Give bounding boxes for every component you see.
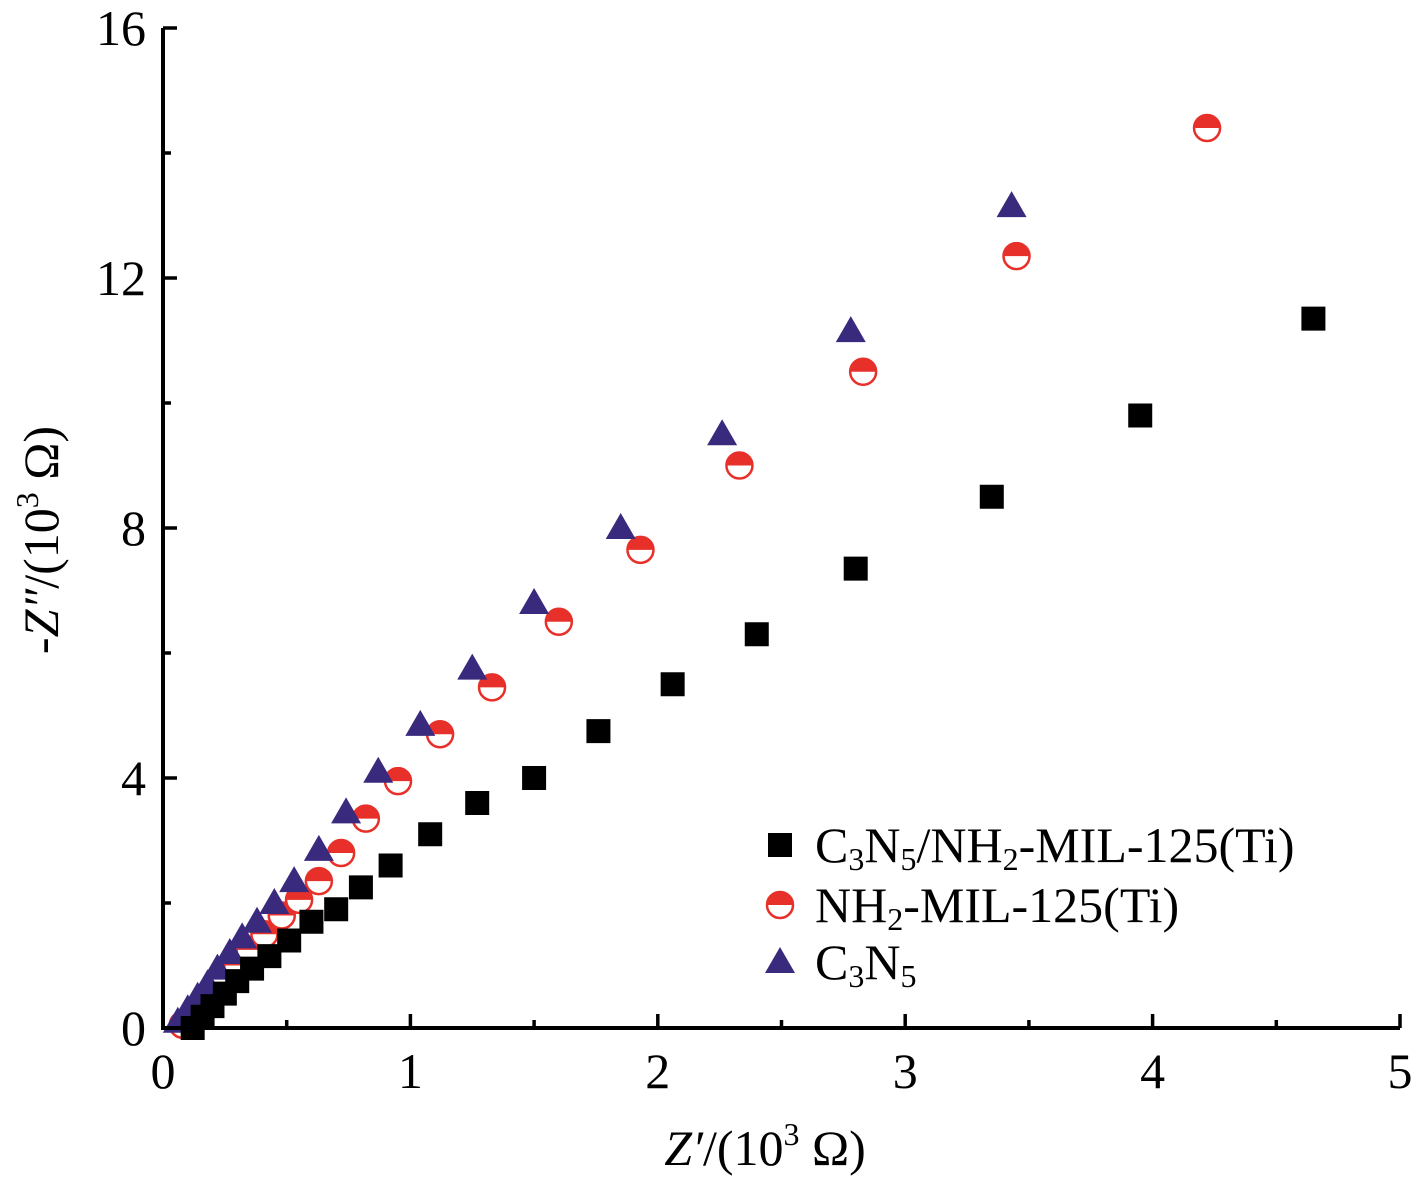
- y-axis-title: -Z″/(103 Ω): [9, 426, 69, 654]
- data-point-half-circle: [725, 451, 754, 480]
- data-point-square: [348, 875, 373, 900]
- y-ticks: 0 4 8 12 16: [96, 0, 177, 1056]
- data-point-half-circle: [304, 866, 334, 896]
- data-point-triangle: [279, 866, 310, 893]
- y-tick-label: 12: [96, 250, 146, 306]
- data-point-triangle: [303, 834, 334, 861]
- data-point-square: [522, 766, 547, 790]
- data-point-half-circle: [848, 357, 878, 386]
- data-point-triangle: [605, 513, 636, 539]
- legend-label: NH2-MIL-125(Ti): [815, 877, 1179, 937]
- data-point-square: [744, 622, 769, 647]
- data-point-half-circle: [477, 673, 507, 702]
- data-point-triangle: [835, 316, 866, 343]
- axes: [161, 28, 1400, 1030]
- y-tick-label: 4: [121, 750, 146, 806]
- data-point-square: [277, 928, 302, 953]
- data-point-triangle: [363, 756, 394, 783]
- data-point-triangle: [707, 419, 738, 446]
- legend-label: C3N5/NH2-MIL-125(Ti): [815, 817, 1295, 877]
- data-point-square: [1128, 403, 1153, 428]
- data-point-triangle: [242, 906, 273, 933]
- data-point-half-circle: [383, 766, 413, 796]
- legend: C3N5/NH2-MIL-125(Ti)NH2-MIL-125(Ti)C3N5: [765, 817, 1295, 994]
- x-tick-label: 4: [1140, 1043, 1165, 1099]
- data-point-square: [1301, 306, 1326, 331]
- data-point-triangle: [996, 191, 1027, 218]
- data-point-half-circle: [425, 720, 455, 749]
- data-point-square: [843, 556, 868, 581]
- x-tick-label: 0: [151, 1043, 176, 1099]
- y-tick-label: 8: [121, 500, 146, 556]
- x-tick-label: 5: [1388, 1043, 1413, 1099]
- data-point-half-circle: [326, 838, 356, 868]
- data-point-triangle: [457, 653, 488, 680]
- data-point-triangle: [259, 888, 290, 914]
- x-tick-label: 2: [645, 1043, 670, 1099]
- legend-marker-square: [768, 833, 792, 857]
- data-point-triangle: [227, 922, 258, 949]
- data-point-triangle: [519, 588, 550, 614]
- data-point-half-circle: [351, 804, 381, 833]
- data-point-square: [586, 719, 611, 744]
- data-point-triangle: [331, 797, 362, 824]
- data-point-square: [418, 822, 443, 847]
- y-tick-label: 0: [121, 1000, 146, 1056]
- data-point-half-circle: [626, 535, 655, 565]
- data-point-half-circle: [1192, 113, 1222, 143]
- data-point-triangle: [214, 938, 245, 964]
- x-axis-title: Z′/(103 Ω): [664, 1116, 866, 1176]
- data-point-square: [299, 909, 324, 934]
- data-point-square: [465, 791, 490, 815]
- legend-marker-triangle: [765, 947, 795, 973]
- data-point-square: [324, 897, 349, 922]
- data-point-square: [378, 853, 403, 878]
- data-point-triangle: [202, 953, 233, 980]
- x-tick-label: 3: [893, 1043, 918, 1099]
- data-point-half-circle: [544, 607, 574, 636]
- x-ticks: 0 1 2 3 4 5: [151, 1014, 1413, 1099]
- data-point-half-circle: [1002, 241, 1031, 271]
- y-tick-label: 16: [96, 0, 146, 56]
- data-point-triangle: [405, 709, 436, 736]
- data-point-square: [979, 484, 1004, 509]
- x-tick-label: 1: [398, 1043, 423, 1099]
- legend-marker-half-circle: [765, 890, 795, 920]
- legend-label: C3N5: [815, 934, 916, 994]
- data-point-square: [660, 672, 685, 697]
